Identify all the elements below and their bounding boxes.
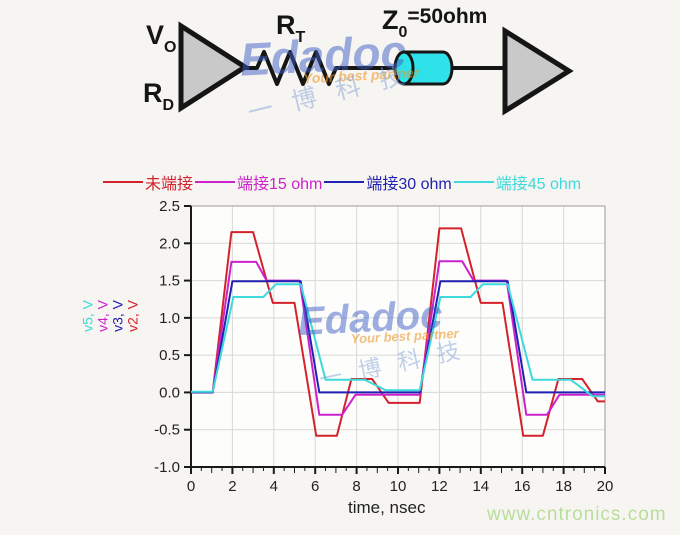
legend-item: 未端接 [103,170,193,194]
x-tick-label: 14 [472,478,489,495]
resistor-icon [245,50,404,86]
circuit-schematic [178,21,574,116]
legend-label: 端接45 ohm [495,176,582,193]
driver-triangle-icon [178,21,250,113]
x-tick-label: 0 [187,478,195,495]
legend-label: 未端接 [145,176,194,193]
x-tick-label: 2 [228,478,236,495]
series-line-term-30ohm [191,280,605,394]
y-axis-label-part: v3, V [109,300,126,332]
y-axis-label-part: v5, V [79,300,96,332]
x-tick-label: 12 [431,478,448,495]
legend-label: 端接30 ohm [366,176,452,193]
x-tick-label: 16 [514,478,531,495]
legend-line-swatch [453,181,494,183]
x-tick-label: 8 [352,478,360,495]
transmission-line-icon [402,50,454,86]
y-tick-label: 0.5 [159,347,180,364]
x-tick-label: 10 [390,478,407,495]
legend-label: 端接15 ohm [237,176,323,193]
legend-item: 端接30 ohm [324,170,452,194]
legend-line-swatch [195,181,236,183]
legend-line-swatch [324,181,365,183]
driver-resistance-label: RD [143,78,175,115]
series-line-term-45ohm [191,283,605,398]
legend-line-swatch [103,181,143,183]
receiver-triangle-icon [502,26,574,116]
y-tick-label: 2.0 [159,235,180,252]
x-tick-label: 4 [270,478,278,495]
chart-legend: 未端接 端接15 ohm 端接30 ohm 端接45 ohm [103,170,581,194]
transmission-line-cap-icon [393,50,415,86]
y-tick-label: 0.0 [159,384,180,401]
legend-item: 端接45 ohm [453,170,582,194]
y-tick-label: -1.0 [154,459,180,476]
x-axis-label: time, nsec [348,498,426,517]
watermark-chart: Edadoc Your best partner [297,293,459,348]
driver-output-label: VO [146,20,177,57]
legend-item: 端接15 ohm [195,170,322,194]
x-tick-label: 18 [555,478,572,495]
x-tick-label: 20 [597,478,614,495]
impedance-label: Z0=50ohm [382,5,488,42]
y-tick-label: 2.5 [159,198,180,215]
y-tick-label: 1.5 [159,273,180,290]
footer-url: www.cntronics.com [487,504,667,525]
y-axis-label-part: v2, V [124,300,141,332]
x-tick-label: 6 [311,478,319,495]
y-axis-label-part: v4, V [94,300,111,332]
y-tick-label: 1.0 [159,310,180,327]
y-tick-label: -0.5 [154,422,180,439]
termination-resistor-label: RT [276,10,306,47]
series-line-term-15ohm [191,260,605,416]
